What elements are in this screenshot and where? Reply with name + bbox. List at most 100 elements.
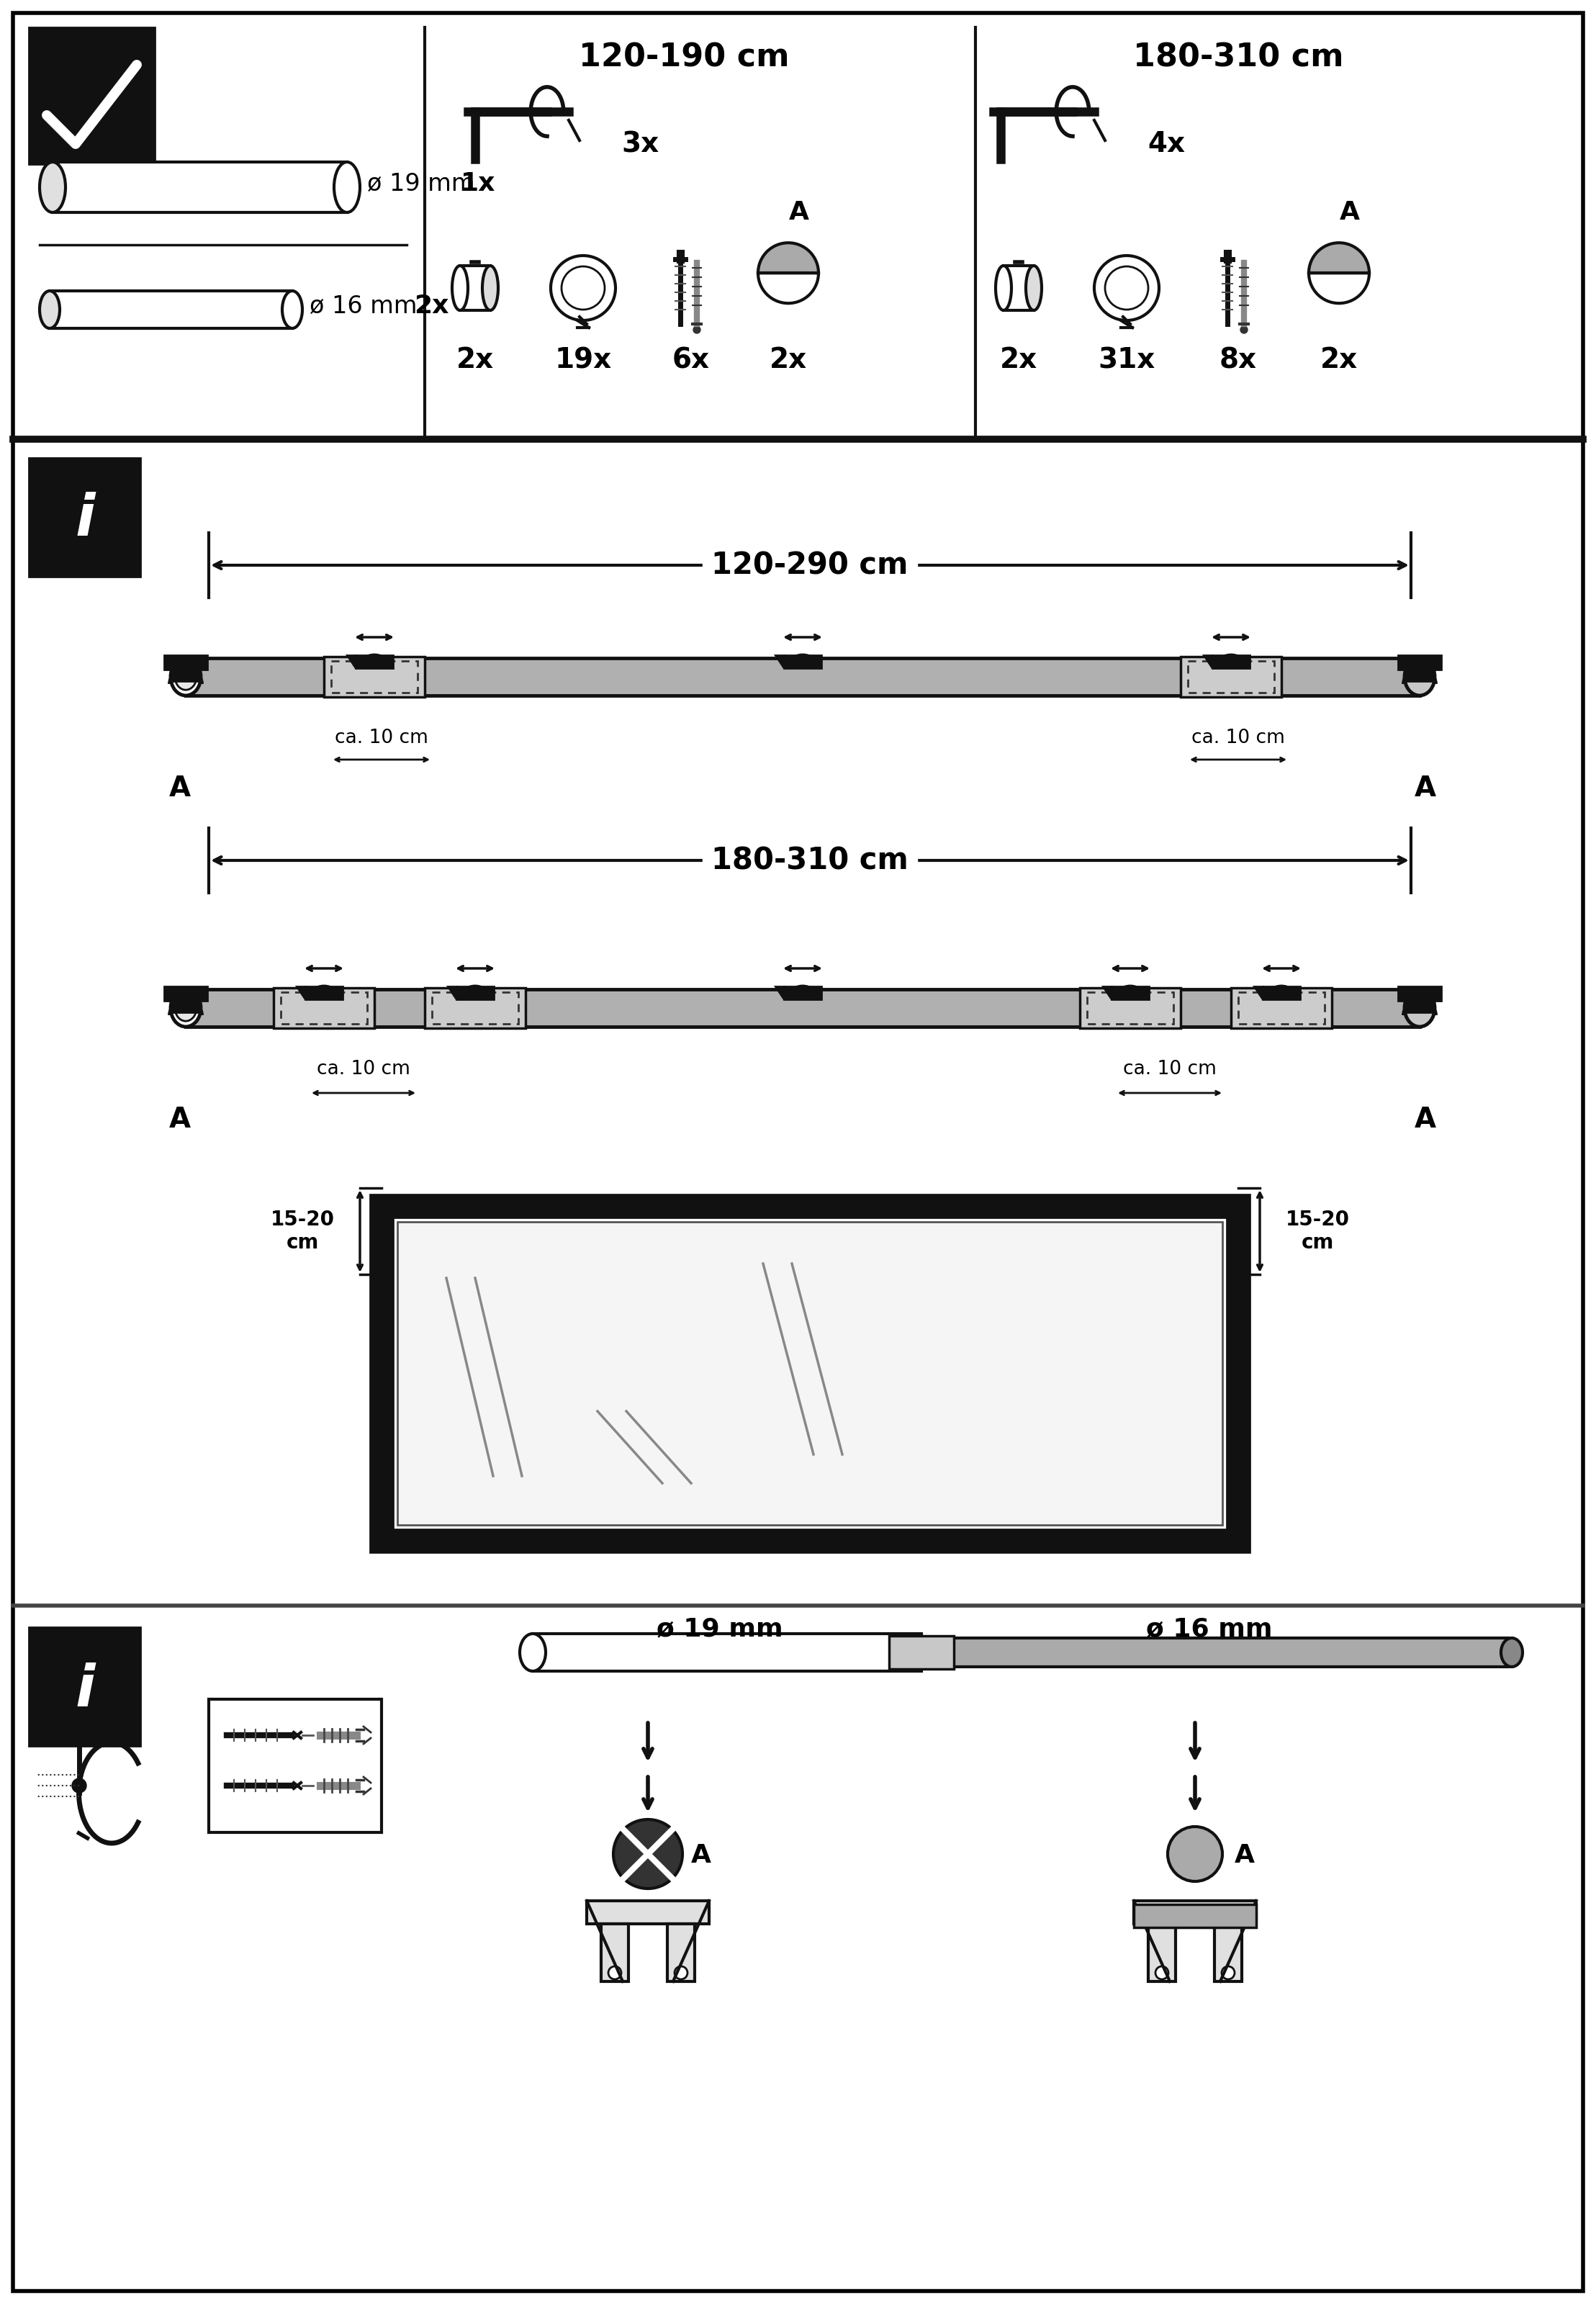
Ellipse shape <box>996 265 1012 311</box>
Text: 6x: 6x <box>672 346 710 373</box>
Bar <box>1213 654 1250 668</box>
Polygon shape <box>448 986 456 1000</box>
Ellipse shape <box>40 161 65 212</box>
Text: ca. 10 cm: ca. 10 cm <box>335 728 428 746</box>
Circle shape <box>1156 1965 1168 1979</box>
Text: 2x: 2x <box>413 293 448 318</box>
Bar <box>185 659 1419 696</box>
Text: ø 19 mm: ø 19 mm <box>656 1617 784 1640</box>
Ellipse shape <box>1168 1827 1223 1882</box>
Wedge shape <box>1309 272 1369 304</box>
Text: 19x: 19x <box>554 346 611 373</box>
Bar <box>49 290 292 327</box>
Wedge shape <box>1309 242 1369 272</box>
Text: ø 19 mm: ø 19 mm <box>367 173 474 196</box>
Ellipse shape <box>1404 659 1435 696</box>
Text: 1x: 1x <box>461 170 495 196</box>
Text: A: A <box>1414 774 1436 802</box>
Bar <box>185 988 1419 1028</box>
Text: A: A <box>169 1106 192 1134</box>
Bar <box>1238 993 1325 1023</box>
Text: 120-290 cm: 120-290 cm <box>712 551 908 581</box>
Ellipse shape <box>1026 265 1042 311</box>
Text: i: i <box>75 1663 94 1719</box>
Text: 180-310 cm: 180-310 cm <box>1133 41 1344 74</box>
Ellipse shape <box>334 161 361 212</box>
Circle shape <box>551 256 616 320</box>
Bar <box>164 654 207 670</box>
Text: A: A <box>788 200 809 226</box>
Bar <box>53 161 346 212</box>
Bar <box>889 1636 954 1668</box>
Bar <box>1087 993 1173 1023</box>
Text: A: A <box>691 1843 712 1869</box>
Bar <box>397 1221 1223 1525</box>
Bar <box>305 986 343 1000</box>
Bar <box>1187 661 1274 694</box>
Bar <box>602 1924 629 1981</box>
Bar <box>433 993 519 1023</box>
Bar <box>1404 1000 1435 1011</box>
Text: ca. 10 cm: ca. 10 cm <box>1124 1060 1216 1078</box>
Bar <box>29 458 140 576</box>
Bar <box>1111 986 1149 1000</box>
Bar <box>1398 654 1441 670</box>
Text: 15-20
cm: 15-20 cm <box>1285 1210 1350 1253</box>
Bar <box>381 1205 1238 1541</box>
Ellipse shape <box>176 664 196 689</box>
Text: A: A <box>1235 1843 1254 1869</box>
Polygon shape <box>297 986 305 1000</box>
Bar <box>330 661 418 694</box>
Text: 3x: 3x <box>622 131 659 157</box>
Bar <box>1133 1905 1256 1928</box>
Bar <box>281 993 367 1023</box>
Text: 180-310 cm: 180-310 cm <box>712 846 908 876</box>
Text: 31x: 31x <box>1098 346 1156 373</box>
Ellipse shape <box>171 659 201 696</box>
Circle shape <box>562 267 605 309</box>
Bar <box>324 657 425 696</box>
Polygon shape <box>1103 986 1111 1000</box>
Bar <box>171 670 200 682</box>
Circle shape <box>1221 1965 1235 1979</box>
Bar <box>425 988 525 1028</box>
Ellipse shape <box>482 265 498 311</box>
Text: A: A <box>1339 200 1360 226</box>
Text: 2x: 2x <box>1320 346 1358 373</box>
Text: ca. 10 cm: ca. 10 cm <box>1192 728 1285 746</box>
Polygon shape <box>776 986 784 1000</box>
Text: 4x: 4x <box>1148 131 1184 157</box>
Wedge shape <box>758 272 819 304</box>
Bar <box>1181 657 1282 696</box>
Text: ø 16 mm: ø 16 mm <box>310 295 417 318</box>
Bar <box>29 28 155 164</box>
Bar <box>273 988 375 1028</box>
Polygon shape <box>776 654 784 668</box>
Ellipse shape <box>452 265 468 311</box>
Bar <box>1133 1901 1256 1924</box>
Ellipse shape <box>282 290 302 327</box>
Text: 8x: 8x <box>1219 346 1258 373</box>
Text: ca. 10 cm: ca. 10 cm <box>316 1060 410 1078</box>
Bar <box>29 1627 140 1746</box>
Polygon shape <box>1203 654 1213 668</box>
Text: A: A <box>169 774 192 802</box>
Bar <box>1215 1924 1242 1981</box>
Polygon shape <box>1254 986 1262 1000</box>
Text: ø 16 mm: ø 16 mm <box>1146 1617 1272 1640</box>
Circle shape <box>608 1965 621 1979</box>
Polygon shape <box>346 654 356 668</box>
Text: 2x: 2x <box>456 346 493 373</box>
Text: 15-20
cm: 15-20 cm <box>270 1210 335 1253</box>
Bar <box>460 265 490 311</box>
Ellipse shape <box>171 988 201 1028</box>
Circle shape <box>1104 267 1148 309</box>
Bar <box>1404 670 1435 682</box>
Bar <box>209 1700 381 1832</box>
Bar <box>1398 986 1441 1000</box>
Circle shape <box>1240 327 1248 334</box>
Text: i: i <box>75 491 94 548</box>
Bar <box>667 1924 694 1981</box>
Text: 2x: 2x <box>999 346 1037 373</box>
Circle shape <box>72 1779 86 1793</box>
